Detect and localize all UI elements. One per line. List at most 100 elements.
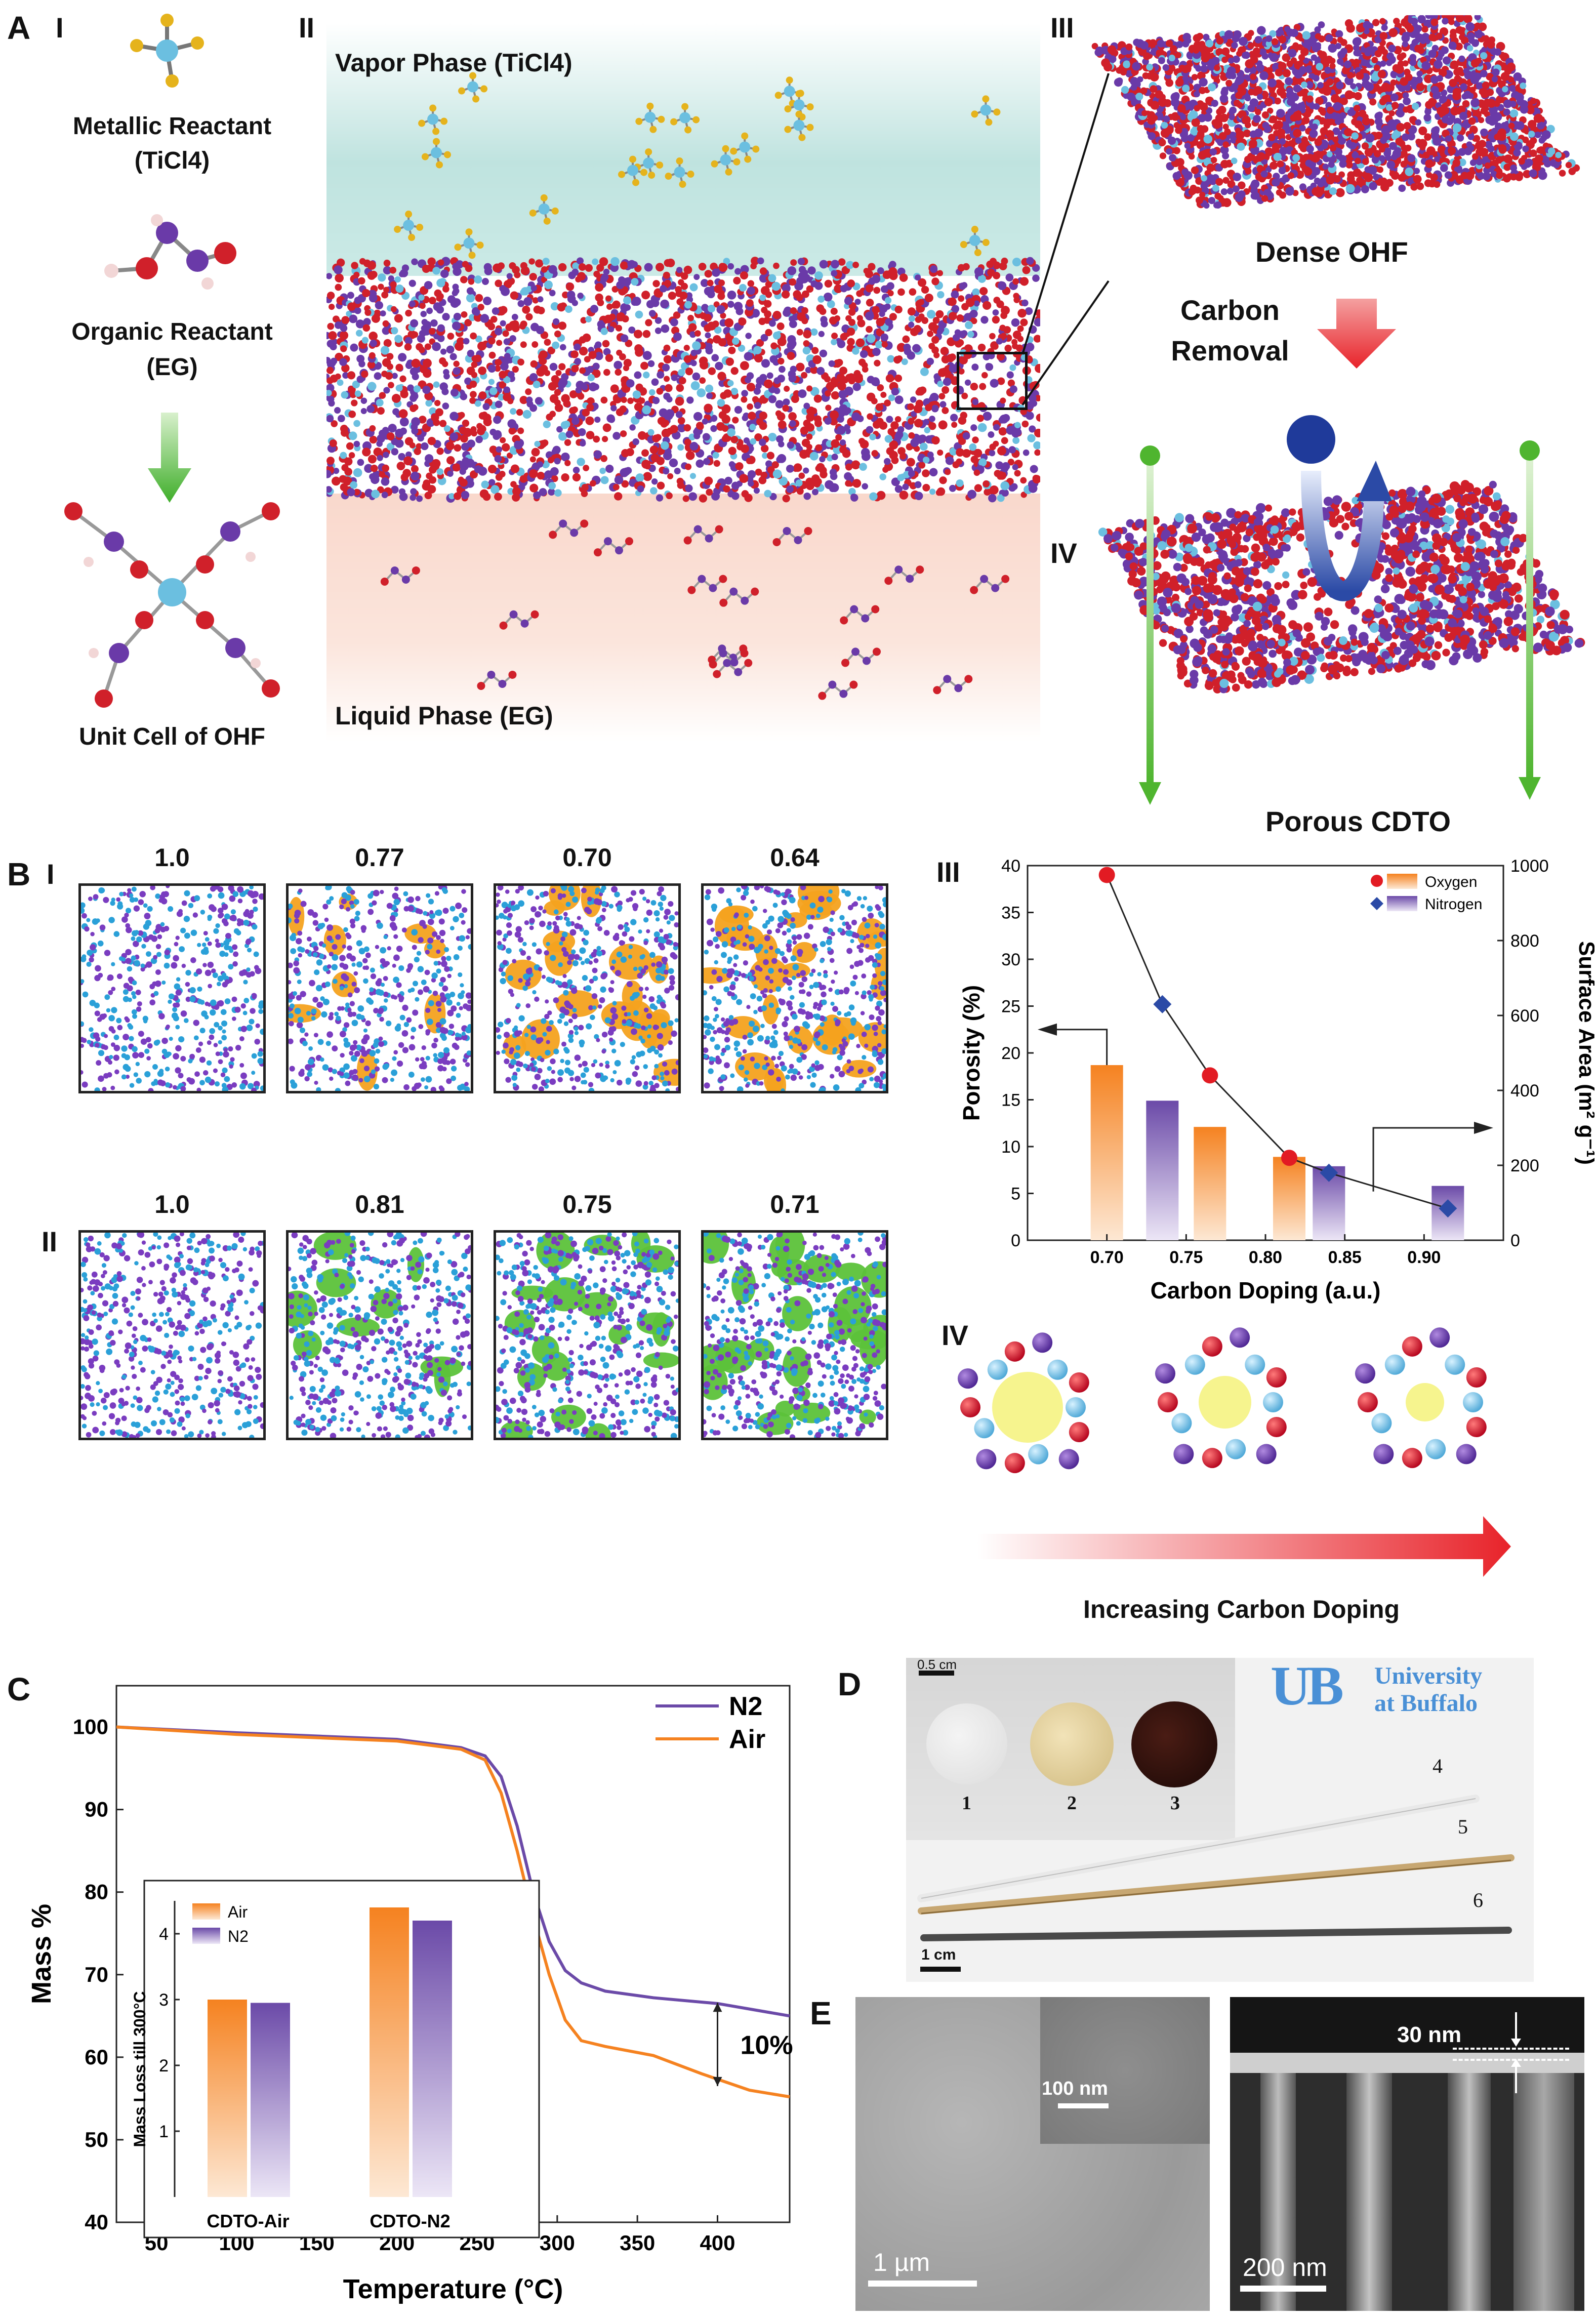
y-tick-label: 30 [1001, 950, 1020, 969]
simulation-box [78, 883, 266, 1093]
x-tick-label: 350 [620, 2231, 655, 2255]
y-tick-label: 60 [85, 2045, 108, 2069]
ticl4-molecule [670, 103, 700, 134]
left-scale-label: 1 µm [873, 2248, 930, 2276]
surface-area-point-oxygen [1098, 867, 1115, 883]
doping-value-label: 1.0 [154, 1190, 190, 1218]
y-axis-title: Porosity (%) [958, 985, 985, 1121]
disc-2 [1030, 1702, 1114, 1786]
y-tick-label: 70 [85, 1963, 108, 1986]
unit-cell-graphic [64, 502, 280, 708]
pore-highlight [1406, 1383, 1444, 1421]
y-tick-label: 80 [85, 1880, 108, 1904]
doping-value-label: 0.81 [355, 1190, 404, 1218]
doping-value-label: 0.70 [562, 843, 612, 872]
disc-label-2: 2 [1067, 1793, 1077, 1814]
legend-label: N2 [729, 1692, 762, 1721]
metallic-reactant-label: Metallic Reactant [72, 113, 272, 140]
simulation-box [701, 883, 888, 1093]
zoom-box [957, 352, 1028, 410]
unit-cell-label: Unit Cell of OHF [79, 723, 265, 750]
sem-top-view: 100 nm 1 µm [855, 1997, 1210, 2311]
atom-network [289, 1233, 471, 1438]
y-tick-label: 90 [85, 1798, 108, 1821]
ticl4-molecule [394, 211, 424, 241]
ring-structure [1355, 1327, 1487, 1469]
series-line-air [116, 1725, 790, 2099]
film-layer [1230, 2053, 1584, 2073]
eg-molecule [933, 675, 973, 695]
x-tick-label: 0.70 [1090, 1248, 1124, 1267]
y-tick-label: 40 [1001, 857, 1020, 876]
carbon-exit-arrow [1301, 470, 1384, 601]
eg-molecule [709, 649, 749, 669]
left-axis-pointer [1055, 1029, 1108, 1066]
scale-label-bottom: 1 cm [921, 1946, 956, 1963]
pillar-1 [1260, 2073, 1296, 2311]
y2-tick-label: 1000 [1510, 857, 1549, 876]
pore-highlight [1199, 1376, 1251, 1429]
sample-photo: 0.5 cm 1 2 3 4 5 6 1 cm UB University at… [906, 1658, 1534, 1982]
panel-a-iv-label: IV [1050, 537, 1077, 569]
panel-d-letter: D [838, 1666, 862, 1702]
eg-molecule [772, 526, 812, 546]
surface-area-line [1106, 874, 1448, 1209]
panel-b-iv-label: IV [942, 1319, 968, 1351]
doping-value-label: 1.0 [154, 843, 190, 872]
pore-ring-structures [957, 1327, 1511, 1577]
metallic-reactant-formula: (TiCl4) [134, 147, 210, 174]
eg-molecule [840, 605, 880, 625]
x-axis-title: Carbon Doping (a.u.) [1151, 1277, 1381, 1304]
liquid-phase-label: Liquid Phase (EG) [335, 702, 553, 730]
doping-value-label: 0.77 [355, 843, 404, 872]
inset-legend-label: N2 [228, 1927, 249, 1945]
ub-logo-line2: at Buffalo [1374, 1690, 1478, 1717]
x-tick-label: 0.85 [1328, 1248, 1362, 1267]
eg-molecule [687, 575, 727, 594]
y-tick-label: 35 [1001, 904, 1020, 923]
x-tick-label: 0.75 [1169, 1248, 1203, 1267]
liquid-eg-molecules [380, 519, 1010, 700]
simulation-box [494, 1230, 681, 1440]
ticl4-molecule [635, 102, 665, 133]
increasing-doping-arrow [977, 1516, 1511, 1577]
inset-bar [413, 1921, 452, 2197]
y2-tick-label: 0 [1510, 1231, 1520, 1250]
panel-a-letter: A [7, 10, 31, 46]
eg-molecule [380, 566, 420, 586]
dense-ohf-label: Dense OHF [1255, 236, 1408, 268]
liquid-phase-region [326, 494, 1040, 742]
inset-y-tick: 2 [159, 2056, 169, 2075]
left-scale-bar [868, 2281, 977, 2287]
ring-structure [1155, 1327, 1287, 1469]
sem-inset [1040, 1997, 1210, 2144]
inset-y-tick: 4 [159, 1925, 169, 1944]
inset-category-label: CDTO-N2 [370, 2211, 450, 2231]
pillar-3 [1448, 2073, 1491, 2311]
y-tick-label: 100 [73, 1715, 108, 1739]
pore-regions [289, 1233, 464, 1397]
pore-highlight [992, 1372, 1063, 1443]
thickness-label: 30 nm [1397, 2022, 1462, 2047]
ticl4-molecule [418, 104, 448, 135]
atom-network [496, 1233, 678, 1438]
ticl4-molecule [421, 138, 451, 169]
y2-tick-label: 600 [1510, 1006, 1539, 1026]
atom-network [704, 886, 886, 1091]
simulation-box [286, 1230, 473, 1440]
ticl4-molecule-graphic [130, 14, 204, 88]
green-probe-left [1147, 456, 1154, 785]
vapor-ticl4-molecules [394, 72, 1001, 259]
right-scale-bar [1240, 2286, 1326, 2292]
eg-molecule [884, 565, 924, 585]
green-down-arrow [148, 413, 191, 503]
eg-molecule [499, 610, 539, 630]
porosity-bar [1273, 1157, 1305, 1240]
disc-label-1: 1 [962, 1793, 971, 1814]
doping-value-label: 0.64 [770, 843, 820, 872]
inset-bar [251, 2003, 290, 2197]
rod-label-6: 6 [1473, 1889, 1483, 1911]
surface-area-point-oxygen [1202, 1067, 1218, 1084]
green-atom-left [1140, 445, 1160, 466]
